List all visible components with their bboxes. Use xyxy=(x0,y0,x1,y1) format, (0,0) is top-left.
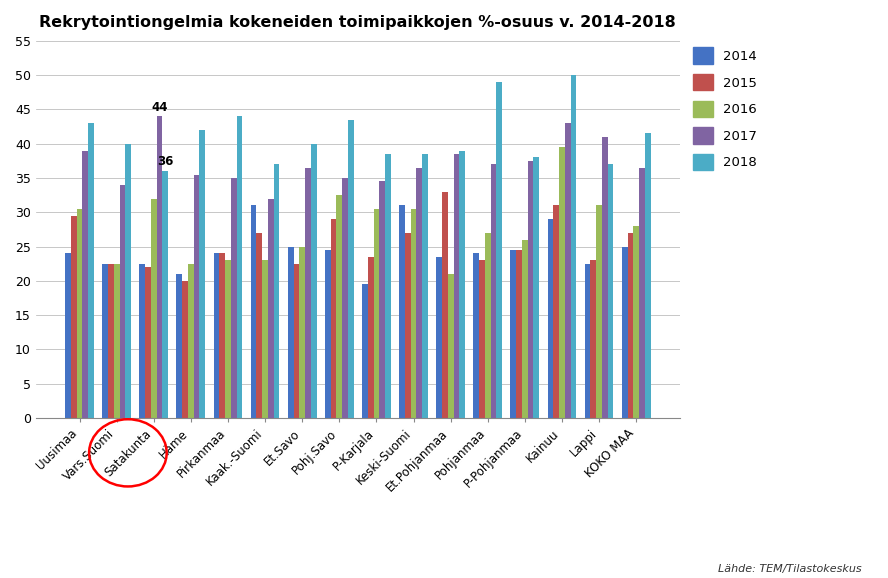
Bar xyxy=(511,250,516,418)
Bar xyxy=(294,264,299,418)
Bar xyxy=(584,264,591,418)
Text: 44: 44 xyxy=(151,101,168,113)
Bar xyxy=(288,247,294,418)
Bar xyxy=(534,157,539,418)
Bar xyxy=(219,253,225,418)
Bar xyxy=(442,192,448,418)
Bar xyxy=(163,171,168,418)
Bar xyxy=(473,253,480,418)
Bar xyxy=(628,233,633,418)
Bar xyxy=(480,260,485,418)
Bar xyxy=(368,257,374,418)
Bar xyxy=(602,137,607,418)
Bar xyxy=(645,134,651,418)
Legend: 2014, 2015, 2016, 2017, 2018: 2014, 2015, 2016, 2017, 2018 xyxy=(693,47,757,170)
Bar xyxy=(639,168,645,418)
Bar xyxy=(448,274,454,418)
Bar xyxy=(591,260,596,418)
Bar xyxy=(177,274,182,418)
Bar xyxy=(553,205,559,418)
Bar xyxy=(214,253,219,418)
Bar xyxy=(236,116,242,418)
Bar xyxy=(188,264,194,418)
Bar xyxy=(337,195,342,418)
Bar xyxy=(362,284,368,418)
Bar xyxy=(274,164,280,418)
Bar xyxy=(491,164,496,418)
Bar xyxy=(108,264,114,418)
Bar xyxy=(151,199,156,418)
Bar xyxy=(459,151,465,418)
Title: Rekrytointiongelmia kokeneiden toimipaikkojen %-osuus v. 2014-2018: Rekrytointiongelmia kokeneiden toimipaik… xyxy=(39,15,677,30)
Bar xyxy=(325,250,330,418)
Bar xyxy=(416,168,422,418)
Bar xyxy=(622,247,628,418)
Bar xyxy=(342,178,348,418)
Bar xyxy=(231,178,236,418)
Bar xyxy=(76,209,83,418)
Bar xyxy=(257,233,262,418)
Text: Lähde: TEM/Tilastokeskus: Lähde: TEM/Tilastokeskus xyxy=(718,564,861,574)
Bar xyxy=(516,250,522,418)
Bar xyxy=(83,151,88,418)
Bar xyxy=(596,205,602,418)
Bar xyxy=(374,209,379,418)
Bar xyxy=(250,205,257,418)
Bar xyxy=(71,216,76,418)
Bar xyxy=(102,264,108,418)
Bar xyxy=(299,247,305,418)
Bar xyxy=(114,264,120,418)
Bar xyxy=(262,260,268,418)
Bar xyxy=(410,209,416,418)
Bar xyxy=(225,260,231,418)
Text: 36: 36 xyxy=(157,155,173,168)
Bar xyxy=(145,267,151,418)
Bar xyxy=(182,281,188,418)
Bar xyxy=(399,205,405,418)
Bar xyxy=(633,226,639,418)
Bar xyxy=(88,123,94,418)
Bar xyxy=(496,82,502,418)
Bar xyxy=(125,144,131,418)
Bar xyxy=(571,75,576,418)
Bar xyxy=(485,233,491,418)
Bar xyxy=(268,199,274,418)
Bar xyxy=(522,240,527,418)
Bar xyxy=(527,161,534,418)
Bar xyxy=(385,154,391,418)
Bar xyxy=(120,185,125,418)
Bar xyxy=(65,253,71,418)
Bar xyxy=(348,120,353,418)
Bar xyxy=(156,116,163,418)
Bar xyxy=(607,164,614,418)
Bar xyxy=(548,219,553,418)
Bar xyxy=(200,130,205,418)
Bar xyxy=(379,181,385,418)
Bar xyxy=(305,168,311,418)
Bar xyxy=(405,233,410,418)
Bar xyxy=(139,264,145,418)
Bar xyxy=(454,154,459,418)
Bar xyxy=(422,154,428,418)
Bar xyxy=(311,144,316,418)
Bar xyxy=(436,257,442,418)
Bar xyxy=(559,147,565,418)
Bar xyxy=(330,219,337,418)
Bar xyxy=(194,175,200,418)
Bar xyxy=(565,123,571,418)
